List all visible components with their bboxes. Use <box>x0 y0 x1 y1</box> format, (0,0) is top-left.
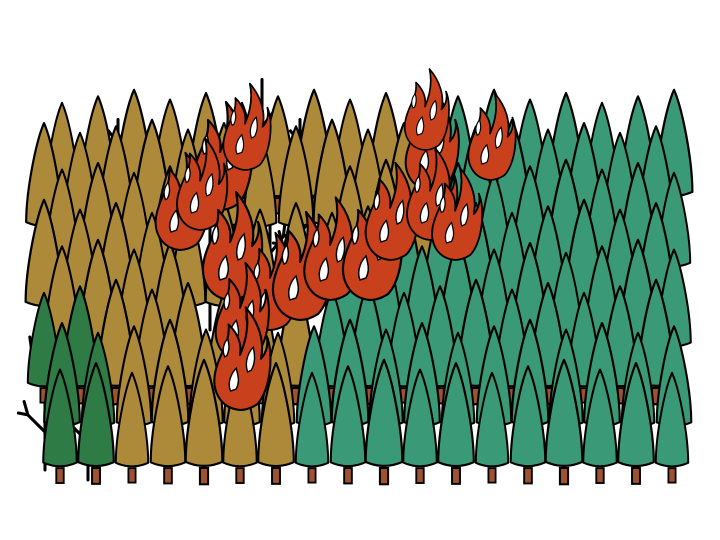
flame-icon <box>222 82 272 171</box>
flame-icon <box>403 68 450 151</box>
